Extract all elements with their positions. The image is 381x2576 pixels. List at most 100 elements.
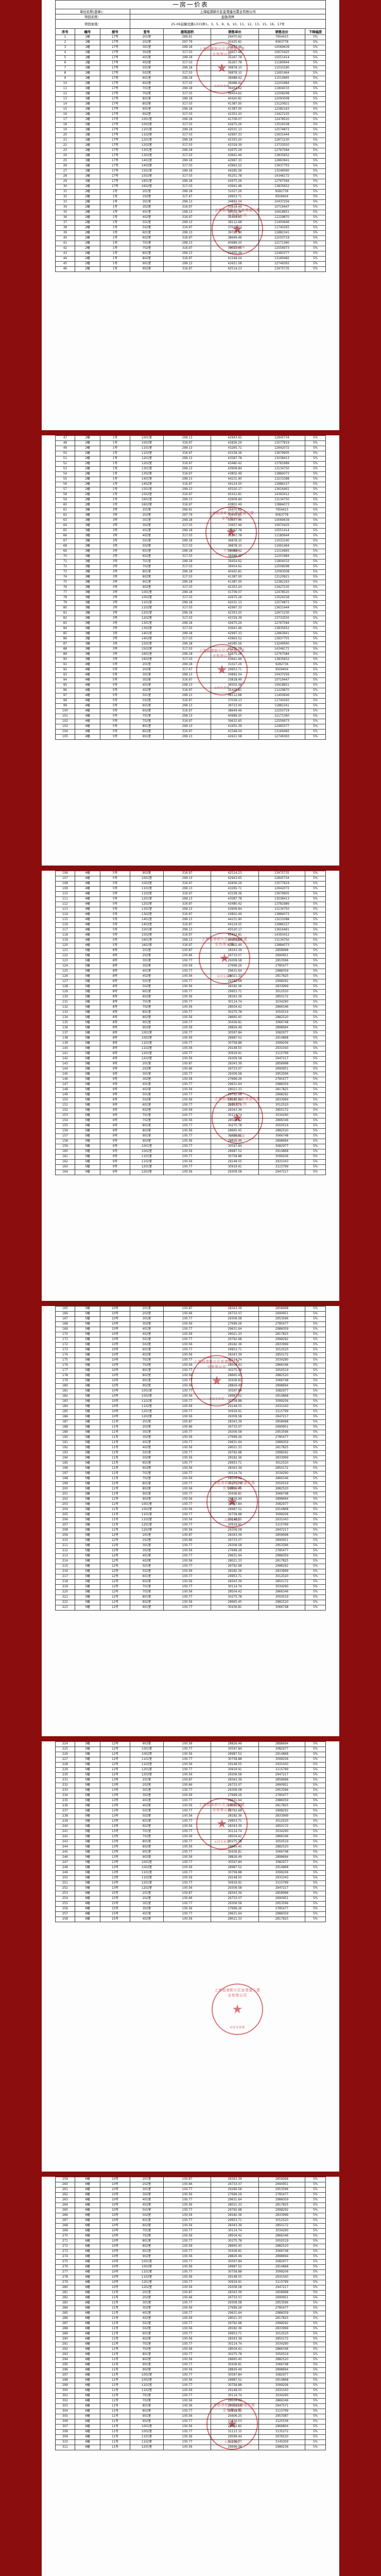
cell-total-price: 13631444 xyxy=(258,605,306,611)
cell-building: 3幢 xyxy=(74,590,101,596)
cell-unit-price: 38488.42 xyxy=(211,81,259,87)
cell-unit: 3号 xyxy=(100,513,130,518)
table-row: 144 5幢 9号 202室 100.66 26733.07 2690951 5% xyxy=(55,1066,326,1072)
cell-area: 299.13 xyxy=(163,446,212,451)
cell-total-price: 2898694 xyxy=(258,1139,306,1144)
cell-room: 801室 xyxy=(129,1010,164,1015)
cell-room: 201室 xyxy=(129,1533,164,1538)
cell-seq: 159 xyxy=(55,1144,75,1149)
cell-unit: 13号 xyxy=(100,1855,130,1860)
cell-unit: 17号 xyxy=(100,107,130,113)
cell-area: 100.87 xyxy=(163,1061,212,1067)
cell-drop: 5% xyxy=(305,2331,326,2337)
cell-unit-price: 41709.07 xyxy=(211,117,259,123)
cell-unit-price: 30597.84 xyxy=(211,1388,259,1394)
cell-unit-price: 42675.26 xyxy=(211,652,259,657)
table-row: 167 5幢 10号 301室 100.77 29309.58 2953596 5% xyxy=(55,1316,326,1322)
table-row: 90 3幢 3号 1602室 317.03 43641.46 13835652 5% xyxy=(55,657,326,663)
cell-drop: 5% xyxy=(305,636,326,642)
cell-drop: 5% xyxy=(305,1589,326,1595)
cell-drop: 5% xyxy=(305,979,326,985)
table-row: 274 6幢 10号 902室 100.56 28826.49 2898694 5% xyxy=(55,2254,326,2260)
cell-drop: 5% xyxy=(305,1419,326,1425)
table-row: 214 5幢 12号 402室 100.56 28021.33 2817825 5% xyxy=(55,1558,326,1564)
cell-unit: 5号 xyxy=(100,693,130,699)
cell-area: 316.97 xyxy=(163,871,212,876)
cell-seq: 261 xyxy=(55,2187,75,2193)
cell-total-price: 11691464 xyxy=(258,544,306,549)
table-row: 66 3幢 3号 402室 317.03 35267.78 11180944 5% xyxy=(55,533,326,539)
cell-building: 5幢 xyxy=(74,1363,101,1368)
cell-seq: 223 xyxy=(55,1605,75,1611)
cell-drop: 5% xyxy=(305,1517,326,1523)
cell-area: 100.56 xyxy=(163,1087,212,1093)
cell-total-price: 13616461 xyxy=(258,487,306,493)
cell-drop: 5% xyxy=(305,1159,326,1165)
table-row: 265 6幢 10号 501室 100.77 29792.68 2998292 5% xyxy=(55,2208,326,2213)
cell-room: 1201室 xyxy=(129,1522,164,1528)
cell-total-price: 3115799 xyxy=(258,1051,306,1057)
cell-drop: 5% xyxy=(305,1352,326,1358)
cell-area: 299.13 xyxy=(163,210,212,216)
table-row: 32 2幢 1号 202室 317.47 29953.71 9509404 5% xyxy=(55,194,326,200)
cell-room: 902室 xyxy=(129,1383,164,1389)
cell-room: 1502室 xyxy=(129,492,164,498)
table-row: 1 1幢 17号 201室 269.91 29470.62 7954415 5% xyxy=(55,35,326,41)
cell-unit-price: 29309.58 xyxy=(211,958,259,964)
cell-room: 1002室 xyxy=(129,1149,164,1155)
cell-unit-price: 36502.36 xyxy=(211,210,259,216)
cell-area: 100.56 xyxy=(163,2285,212,2291)
cell-drop: 5% xyxy=(305,647,326,652)
cell-building: 5幢 xyxy=(74,1808,101,1814)
cell-seq: 96 xyxy=(55,688,75,693)
cell-building: 5幢 xyxy=(74,1772,101,1778)
cell-unit-price: 43963.52 xyxy=(211,636,259,642)
cell-building: 5幢 xyxy=(74,1154,101,1160)
cell-seq: 142 xyxy=(55,1056,75,1062)
cell-area: 317.03 xyxy=(163,163,212,170)
cell-drop: 5% xyxy=(305,605,326,611)
table-row: 221 5幢 12号 801室 100.77 30275.78 3050519 5% xyxy=(55,1595,326,1600)
cell-building: 6幢 xyxy=(74,2357,101,2363)
table-row: 111 4幢 5号 1201室 299.13 43587.78 13038413 5% xyxy=(55,896,326,902)
cell-building: 1幢 xyxy=(74,60,101,66)
cell-room: 702室 xyxy=(129,2233,164,2239)
cell-drop: 5% xyxy=(305,518,326,523)
cell-drop: 5% xyxy=(305,507,326,513)
table-row: 304 6幢 11号 802室 100.77 30919.91 3115799 5% xyxy=(55,2409,326,2414)
cell-building: 2幢 xyxy=(74,477,101,482)
cell-unit-price: 29631.64 xyxy=(211,1327,259,1332)
cell-unit-price: 33657.46 xyxy=(211,518,259,523)
cell-drop: 5% xyxy=(305,1798,326,1804)
cell-unit: 1号 xyxy=(100,205,130,211)
cell-drop: 5% xyxy=(305,179,326,185)
table-row: 308 6幢 11号 1002室 100.77 31113.15 3135272 5% xyxy=(55,2429,326,2435)
table-row: 153 5幢 9号 701室 100.77 30114.74 3034290 5% xyxy=(55,1113,326,1118)
table-row: 266 6幢 10号 502室 100.56 28182.36 2833999 5% xyxy=(55,2213,326,2218)
cell-room: 201室 xyxy=(129,35,164,41)
cell-drop: 5% xyxy=(305,112,326,118)
cell-unit-price: 27699.26 xyxy=(211,963,259,969)
cell-area: 100.56 xyxy=(163,1455,212,1461)
cell-seq: 240 xyxy=(55,1824,75,1829)
cell-unit-price: 42675.26 xyxy=(211,621,259,626)
table-row: 239 5幢 13号 601室 100.77 29953.71 3012520 5% xyxy=(55,1819,326,1824)
cell-building: 5幢 xyxy=(74,1419,101,1425)
table-row: 137 5幢 8号 1001室 100.77 30597.84 3082977 5% xyxy=(55,1030,326,1036)
table-row: 311 6幢 11号 1201室 100.56 29696.06 2986236 5% xyxy=(55,2445,326,2450)
cell-building: 6幢 xyxy=(74,2393,101,2399)
cell-room: 602室 xyxy=(129,1466,164,1471)
cell-area: 317.03 xyxy=(163,657,212,663)
cell-building: 4幢 xyxy=(74,688,101,693)
cell-unit-price: 44285.56 xyxy=(211,168,259,175)
table-row: 281 6幢 11号 201室 100.87 28343.39 2858998 5% xyxy=(55,2290,326,2296)
cell-room: 1101室 xyxy=(129,2383,164,2388)
cell-unit-price: 44124.55 xyxy=(211,482,259,487)
cell-building: 3幢 xyxy=(74,652,101,657)
cell-seq: 94 xyxy=(55,677,75,683)
cell-building: 4幢 xyxy=(74,927,101,933)
cell-room: 602室 xyxy=(129,994,164,1000)
table-row: 249 5幢 13号 1101室 100.77 30758.88 3099206 5% xyxy=(55,1870,326,1876)
cell-unit: 9号 xyxy=(100,1066,130,1072)
cell-room: 402室 xyxy=(129,2316,164,2321)
